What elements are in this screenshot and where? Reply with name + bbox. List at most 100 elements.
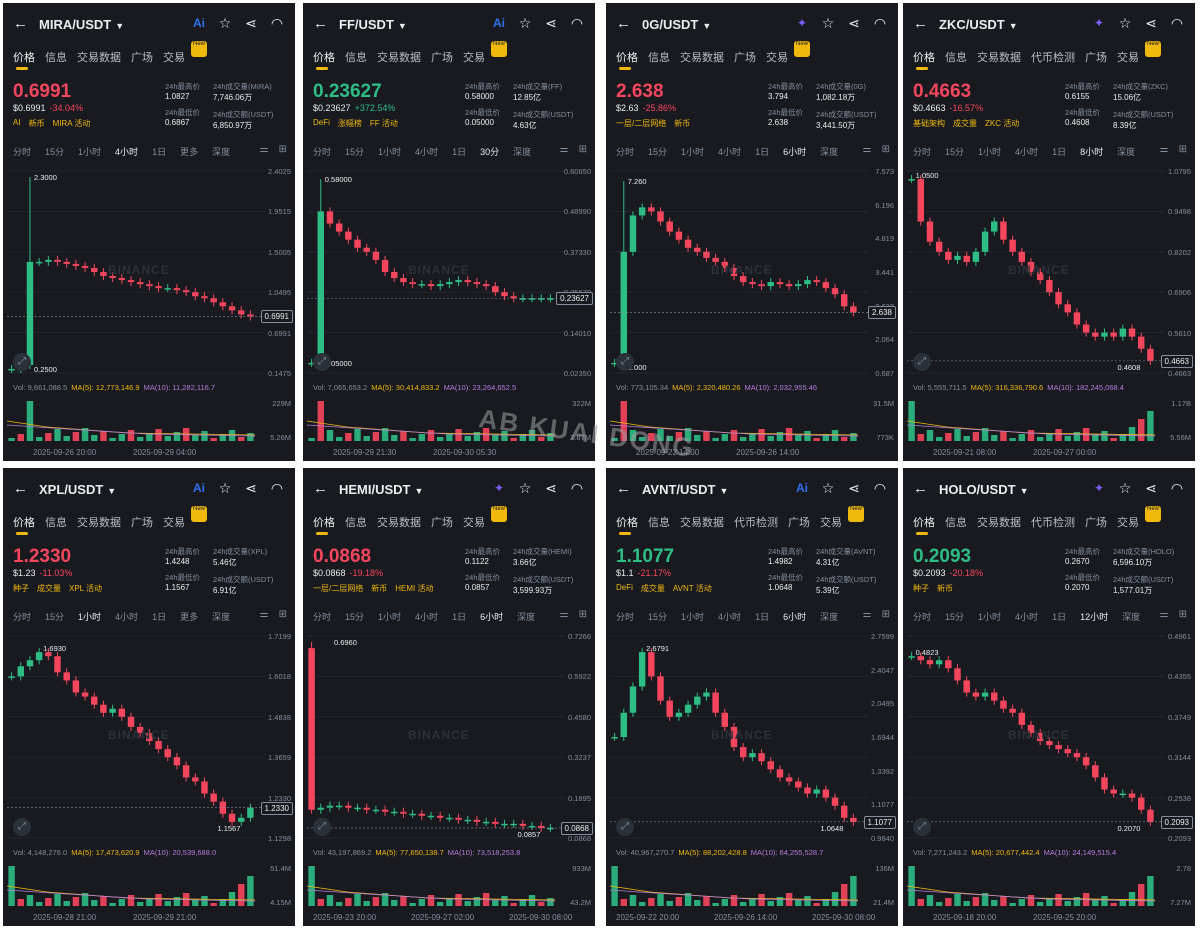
tab-item[interactable]: 交易 bbox=[463, 517, 485, 529]
interval-option[interactable]: 更多 bbox=[180, 612, 199, 622]
tab-item[interactable]: 交易数据 bbox=[77, 517, 121, 529]
interval-option[interactable]: 30分 bbox=[480, 147, 500, 157]
tag-label[interactable]: 基础架构 bbox=[913, 119, 945, 128]
indicator-settings-icon[interactable]: ⚌ bbox=[559, 609, 569, 620]
tab-item[interactable]: 价格 bbox=[913, 49, 935, 70]
tab-item[interactable]: 广场 bbox=[131, 52, 153, 64]
depth-tab[interactable]: 深度 bbox=[1122, 612, 1141, 622]
candlestick-chart[interactable]: BINANCE 0.4961 0.4355 0.3749 0.3144 0.2538 0.2… bbox=[903, 628, 1195, 926]
interval-option[interactable]: 分时 bbox=[913, 612, 932, 622]
tag-label[interactable]: DeFi bbox=[616, 583, 633, 592]
depth-tab[interactable]: 深度 bbox=[1117, 147, 1136, 157]
pair-title[interactable]: HEMI/USDT ▼ bbox=[339, 482, 423, 497]
share-icon[interactable]: ⋖ bbox=[848, 15, 860, 31]
interval-option[interactable]: 更多 bbox=[180, 147, 199, 157]
interval-option[interactable]: 分时 bbox=[616, 147, 635, 157]
depth-tab[interactable]: 深度 bbox=[212, 612, 231, 622]
interval-option[interactable]: 1日 bbox=[1052, 147, 1067, 157]
bell-icon[interactable]: ◠ bbox=[570, 480, 584, 496]
tag-label[interactable]: 涨幅榜 bbox=[337, 119, 362, 128]
tag-label[interactable]: 种子 bbox=[13, 584, 29, 593]
pair-title[interactable]: FF/USDT ▼ bbox=[339, 17, 407, 32]
tab-item[interactable]: 广场 bbox=[431, 517, 453, 529]
expand-icon[interactable]: ⤢ bbox=[913, 353, 931, 371]
tag-label[interactable]: MIRA 活动 bbox=[52, 119, 91, 128]
interval-option[interactable]: 1日 bbox=[152, 612, 167, 622]
tab-item[interactable]: 代币检测 bbox=[1031, 517, 1075, 529]
favorite-star-icon[interactable]: ☆ bbox=[1118, 480, 1132, 496]
ai-assistant-icon[interactable]: ✦ bbox=[493, 481, 505, 495]
share-icon[interactable]: ⋖ bbox=[1145, 15, 1157, 31]
expand-icon[interactable]: ⤢ bbox=[313, 818, 331, 836]
indicator-settings-icon[interactable]: ⚌ bbox=[559, 144, 569, 155]
back-arrow-icon[interactable]: ← bbox=[313, 480, 328, 497]
expand-icon[interactable]: ⤢ bbox=[13, 818, 31, 836]
interval-option[interactable]: 4小时 bbox=[718, 612, 742, 622]
interval-option[interactable]: 8小时 bbox=[1080, 147, 1104, 157]
tab-item[interactable]: 交易 bbox=[163, 52, 185, 64]
depth-tab[interactable]: 深度 bbox=[517, 612, 536, 622]
tag-label[interactable]: AI bbox=[13, 118, 21, 127]
favorite-star-icon[interactable]: ☆ bbox=[821, 15, 835, 31]
interval-option[interactable]: 4小时 bbox=[415, 612, 439, 622]
tab-item[interactable]: 交易数据 bbox=[377, 517, 421, 529]
expand-icon[interactable]: ⤢ bbox=[913, 818, 931, 836]
favorite-star-icon[interactable]: ☆ bbox=[218, 15, 232, 31]
depth-tab[interactable]: 深度 bbox=[820, 612, 839, 622]
tab-item[interactable]: 信息 bbox=[45, 517, 67, 529]
layout-grid-icon[interactable]: ⊞ bbox=[578, 609, 587, 620]
interval-option[interactable]: 分时 bbox=[616, 612, 635, 622]
expand-icon[interactable]: ⤢ bbox=[616, 818, 634, 836]
tab-item[interactable]: 广场 bbox=[131, 517, 153, 529]
layout-grid-icon[interactable]: ⊞ bbox=[278, 144, 287, 155]
share-icon[interactable]: ⋖ bbox=[245, 480, 257, 496]
tab-item[interactable]: 价格 bbox=[13, 514, 35, 535]
favorite-star-icon[interactable]: ☆ bbox=[821, 480, 835, 496]
interval-option[interactable]: 15分 bbox=[45, 612, 65, 622]
tag-label[interactable]: 成交量 bbox=[640, 584, 665, 593]
ai-assistant-icon[interactable]: ✦ bbox=[1093, 16, 1105, 30]
tab-item[interactable]: 交易数据 bbox=[680, 52, 724, 64]
layout-grid-icon[interactable]: ⊞ bbox=[1178, 609, 1187, 620]
layout-grid-icon[interactable]: ⊞ bbox=[278, 609, 287, 620]
tab-item[interactable]: 价格 bbox=[313, 49, 335, 70]
interval-option[interactable]: 4小时 bbox=[115, 612, 139, 622]
ai-assistant-icon[interactable]: Ai bbox=[193, 481, 205, 495]
tag-label[interactable]: 一层/二层网络 bbox=[616, 119, 667, 128]
favorite-star-icon[interactable]: ☆ bbox=[518, 15, 532, 31]
interval-option[interactable]: 1日 bbox=[755, 147, 770, 157]
back-arrow-icon[interactable]: ← bbox=[313, 15, 328, 32]
tab-item[interactable]: 信息 bbox=[945, 52, 967, 64]
depth-tab[interactable]: 深度 bbox=[820, 147, 839, 157]
indicator-settings-icon[interactable]: ⚌ bbox=[1159, 609, 1169, 620]
bell-icon[interactable]: ◠ bbox=[270, 480, 284, 496]
interval-option[interactable]: 15分 bbox=[945, 147, 965, 157]
interval-option[interactable]: 1小时 bbox=[978, 612, 1002, 622]
interval-option[interactable]: 1日 bbox=[152, 147, 167, 157]
tab-item[interactable]: 价格 bbox=[616, 514, 638, 535]
share-icon[interactable]: ⋖ bbox=[848, 480, 860, 496]
interval-option[interactable]: 1日 bbox=[452, 612, 467, 622]
layout-grid-icon[interactable]: ⊞ bbox=[1178, 144, 1187, 155]
interval-option[interactable]: 4小时 bbox=[115, 147, 139, 157]
expand-icon[interactable]: ⤢ bbox=[313, 353, 331, 371]
interval-option[interactable]: 6小时 bbox=[783, 147, 807, 157]
tag-label[interactable]: AVNT 活动 bbox=[672, 584, 712, 593]
tab-item[interactable]: 交易数据 bbox=[77, 52, 121, 64]
interval-option[interactable]: 分时 bbox=[13, 612, 32, 622]
interval-option[interactable]: 4小时 bbox=[415, 147, 439, 157]
interval-option[interactable]: 分时 bbox=[913, 147, 932, 157]
tag-label[interactable]: 新币 bbox=[371, 584, 388, 593]
tab-item[interactable]: 交易 bbox=[463, 52, 485, 64]
tab-item[interactable]: 广场 bbox=[431, 52, 453, 64]
tab-item[interactable]: 价格 bbox=[616, 49, 638, 70]
tab-item[interactable]: 交易数据 bbox=[977, 517, 1021, 529]
tab-item[interactable]: 信息 bbox=[345, 52, 367, 64]
candlestick-chart[interactable]: BINANCE 2.4025 1.9515 1.5005 1.0495 0.6991 0.1… bbox=[3, 163, 295, 461]
layout-grid-icon[interactable]: ⊞ bbox=[881, 144, 890, 155]
tab-item[interactable]: 信息 bbox=[648, 52, 670, 64]
tab-item[interactable]: 信息 bbox=[45, 52, 67, 64]
tag-label[interactable]: 新币 bbox=[674, 119, 691, 128]
share-icon[interactable]: ⋖ bbox=[1145, 480, 1157, 496]
tab-item[interactable]: 价格 bbox=[313, 514, 335, 535]
